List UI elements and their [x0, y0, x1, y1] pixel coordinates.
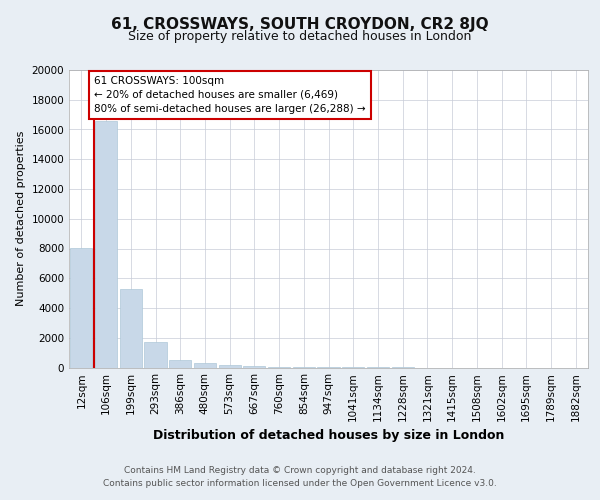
Y-axis label: Number of detached properties: Number of detached properties	[16, 131, 26, 306]
Text: Contains HM Land Registry data © Crown copyright and database right 2024.
Contai: Contains HM Land Registry data © Crown c…	[103, 466, 497, 487]
Bar	[169, 360, 191, 368]
Bar	[95, 120, 117, 368]
Bar	[243, 366, 265, 368]
X-axis label: Distribution of detached houses by size in London: Distribution of detached houses by size …	[153, 430, 504, 442]
Bar	[218, 365, 241, 368]
Text: 61 CROSSWAYS: 100sqm
← 20% of detached houses are smaller (6,469)
80% of semi-de: 61 CROSSWAYS: 100sqm ← 20% of detached h…	[94, 76, 366, 114]
Text: 61, CROSSWAYS, SOUTH CROYDON, CR2 8JQ: 61, CROSSWAYS, SOUTH CROYDON, CR2 8JQ	[111, 18, 489, 32]
Bar	[194, 362, 216, 368]
Bar	[70, 248, 92, 368]
Bar	[145, 342, 167, 367]
Bar	[119, 289, 142, 368]
Text: Size of property relative to detached houses in London: Size of property relative to detached ho…	[128, 30, 472, 43]
